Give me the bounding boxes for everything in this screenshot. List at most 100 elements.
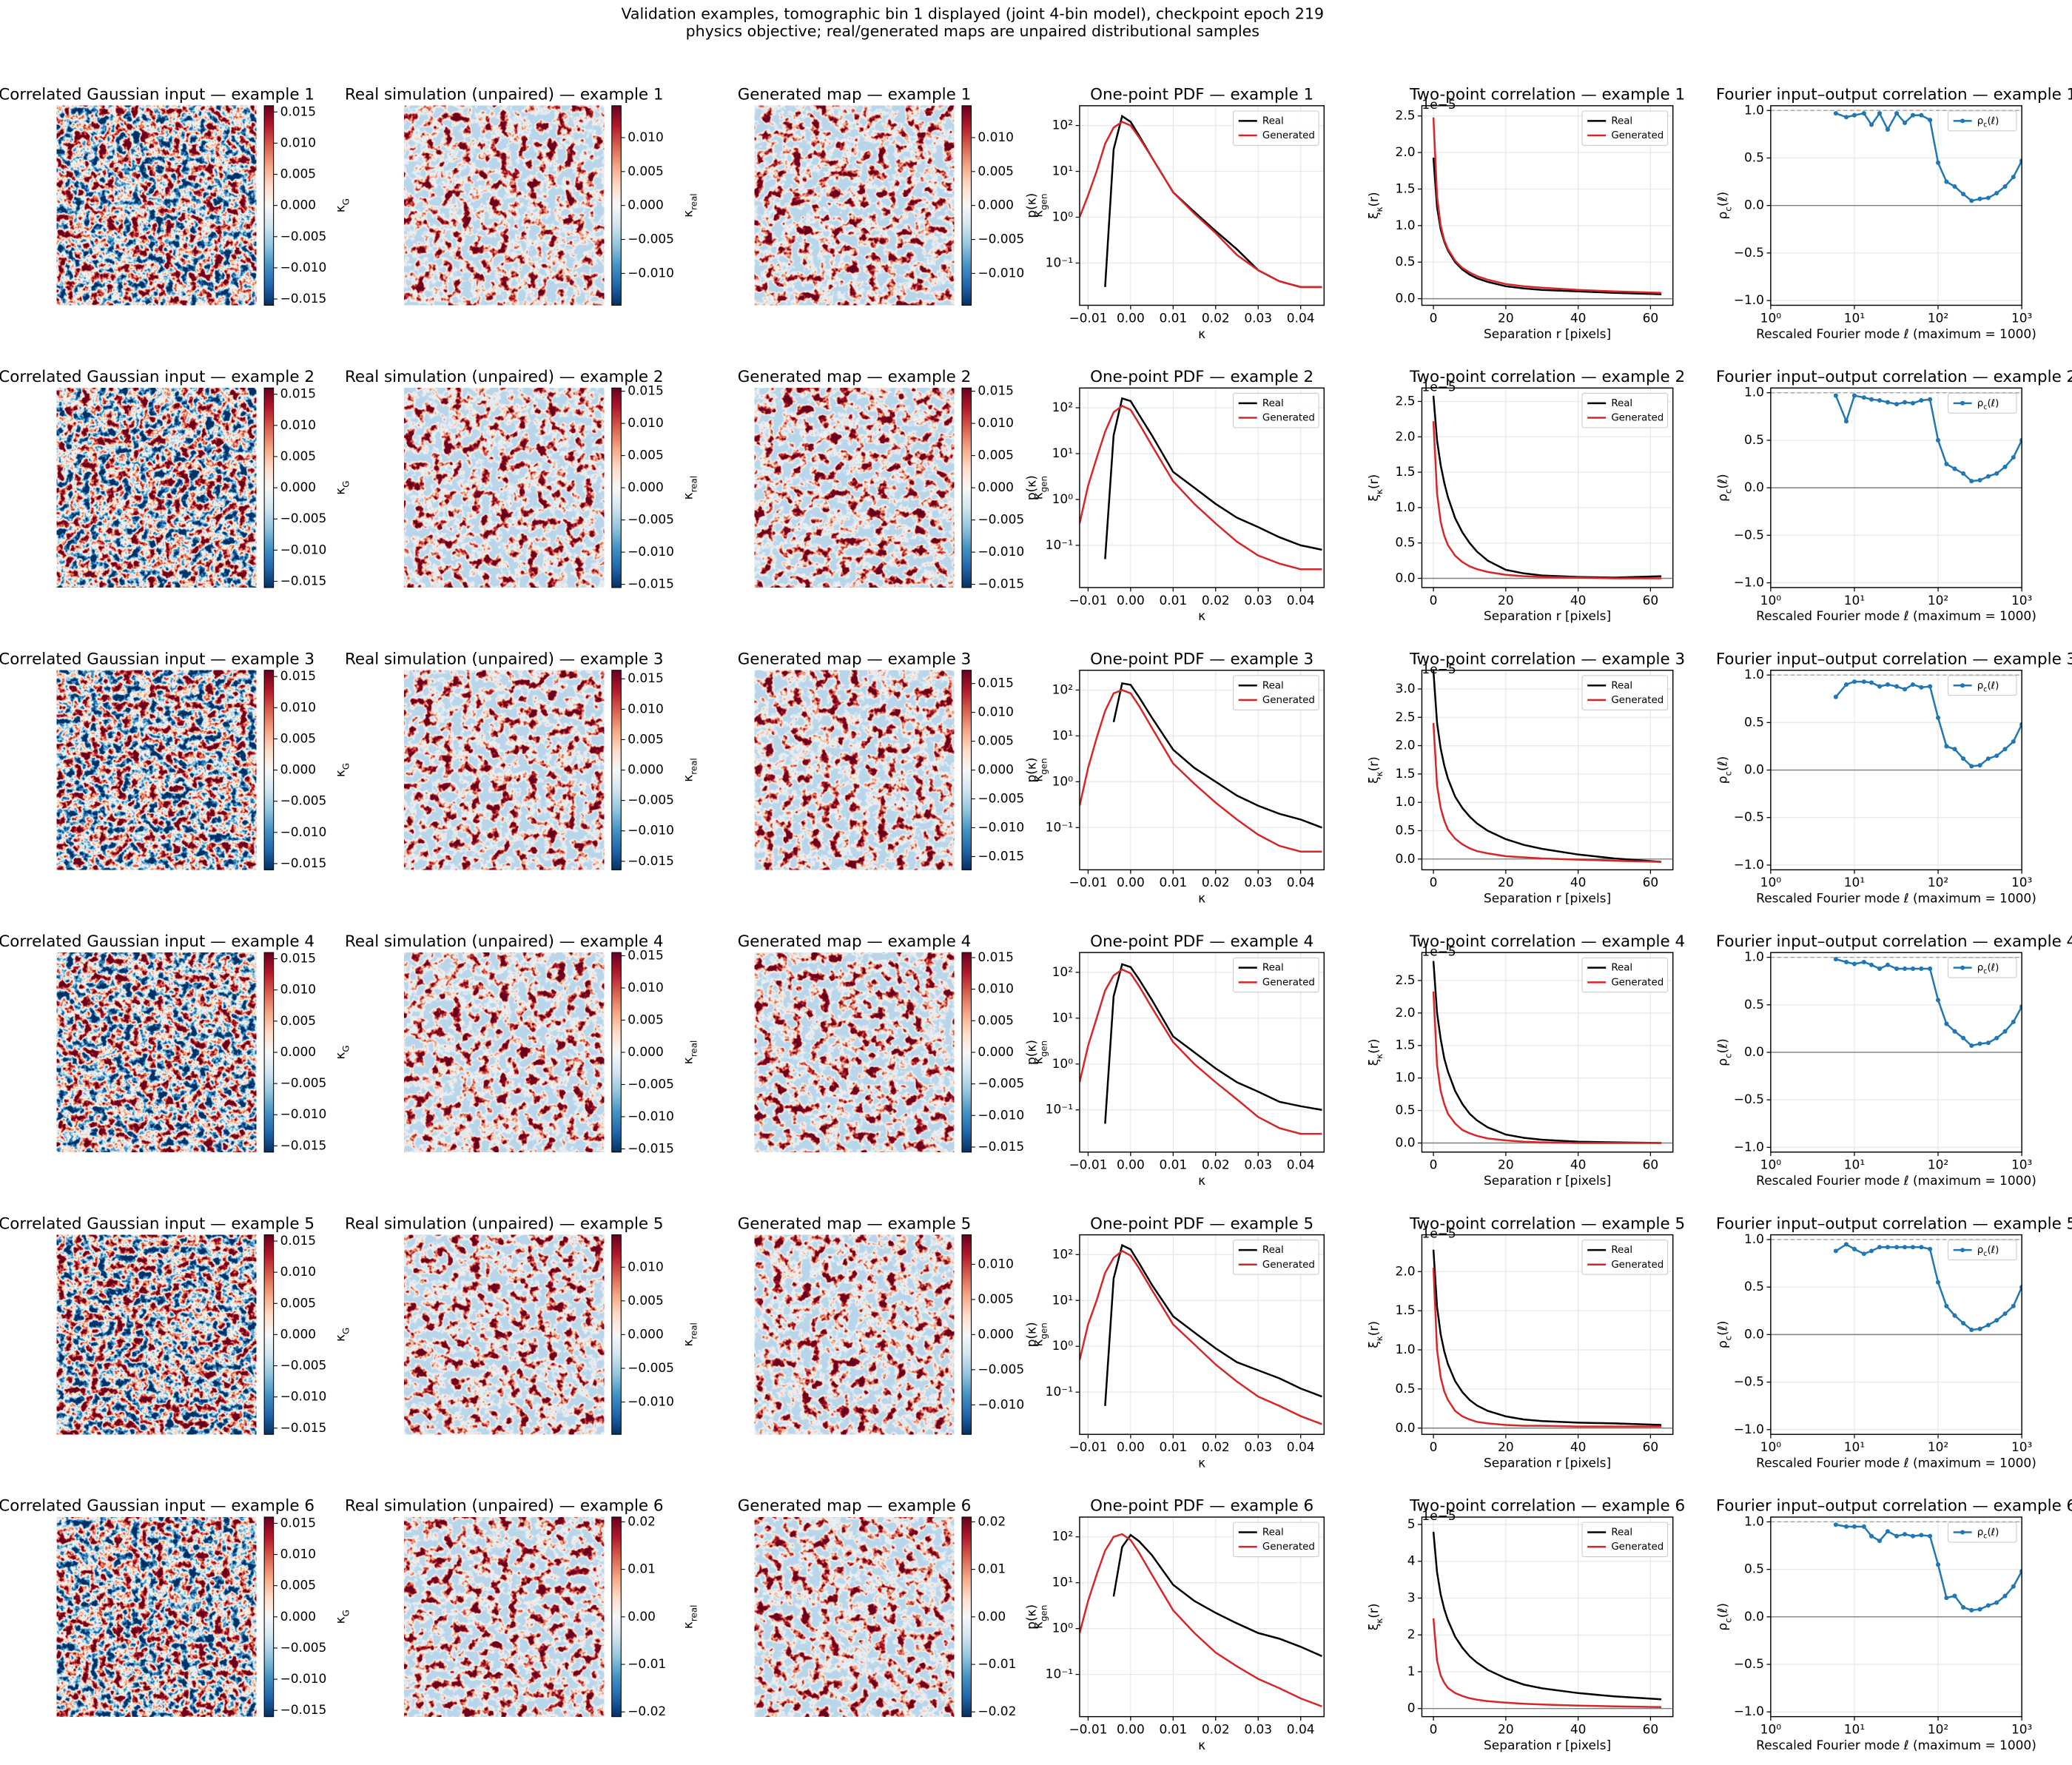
map-image [754, 1517, 955, 1717]
colorbar-tick-label: 0.000 [280, 480, 317, 494]
x-tick-label: −0.01 [1069, 1157, 1107, 1172]
legend-box [1233, 1240, 1319, 1275]
series-marker [1985, 1040, 1991, 1046]
y-tick-label: 0 [1407, 1701, 1416, 1715]
plot-area [1079, 1533, 1322, 1708]
series-marker [1851, 393, 1857, 398]
colorbar-tick-label: 0.000 [280, 1326, 317, 1341]
x-tick-label: 0.00 [1117, 1722, 1145, 1737]
x-tick-label: 10² [1928, 875, 1948, 890]
y-tick-label: 0.0 [1396, 851, 1416, 866]
y-tick-label: 3 [1407, 1590, 1416, 1604]
colorbar-tick-label: 0.000 [978, 480, 1014, 494]
map-image [404, 952, 605, 1152]
legend-box [1233, 957, 1319, 993]
legend-box [1233, 675, 1319, 710]
colorbar-tick-label: −0.010 [280, 260, 327, 275]
panel-title: Two-point correlation — example 4 [1409, 932, 1685, 951]
series-marker [1861, 679, 1866, 685]
axes-frame [1421, 670, 1674, 871]
legend-label: ρc(ℓ) [1977, 680, 1999, 693]
y-tick-label: 1.0 [1396, 794, 1416, 809]
colorbar-tick-label: −0.010 [628, 544, 674, 559]
y-tick-label: 10² [1052, 1529, 1073, 1544]
map-image [56, 1517, 257, 1717]
panel-title: Two-point correlation — example 5 [1409, 1214, 1685, 1233]
series-line [1079, 1249, 1322, 1425]
y-tick-label: 1.0 [1744, 667, 1764, 682]
legend-marker [1960, 1530, 1965, 1535]
axes-frame [1079, 1516, 1325, 1718]
series-line [1432, 1531, 1662, 1701]
colorbar-tick-label: 0.015 [978, 949, 1014, 964]
colorbar-tick-label: −0.005 [280, 793, 327, 808]
x-tick-label: 0.03 [1244, 1439, 1272, 1454]
colorbar-tick-label: −0.005 [628, 232, 674, 246]
x-tick-label: 0 [1430, 1439, 1438, 1454]
colorbar [263, 1516, 275, 1718]
colorbar-tick-label: 0.02 [628, 1513, 656, 1528]
series-line [1432, 961, 1662, 1144]
colorbar-tick-label: −0.010 [978, 1107, 1024, 1122]
x-tick-label: −0.01 [1069, 875, 1107, 890]
axes-frame [1079, 105, 1325, 306]
legend-label: Generated [1611, 412, 1664, 423]
x-tick-label: 10³ [2011, 1157, 2032, 1172]
series-marker [1969, 479, 1974, 484]
legend-marker [1960, 683, 1965, 688]
colorbar-tick-label: 0.00 [978, 1609, 1006, 1624]
x-tick-label: 40 [1570, 1439, 1587, 1454]
legend-marker [1960, 965, 1965, 970]
colorbar-tick-label: −0.005 [978, 1362, 1024, 1376]
panel-title: Correlated Gaussian input — example 2 [0, 368, 314, 386]
x-tick-label: 20 [1498, 1439, 1514, 1454]
x-tick-label: 10⁰ [1760, 310, 1782, 325]
colorbar-tick-label: 0.000 [978, 198, 1014, 212]
x-axis-label: Rescaled Fourier mode ℓ (maximum = 1000) [1756, 608, 2036, 623]
series-marker [1994, 1318, 1999, 1323]
x-tick-label: 20 [1498, 593, 1514, 608]
colorbar-tick-label: −0.015 [280, 574, 327, 588]
series-marker [1977, 1041, 1982, 1046]
colorbar-tick-label: 0.005 [280, 1578, 317, 1593]
y-tick-label: 0.0 [1396, 570, 1416, 585]
series-marker [1894, 402, 1900, 407]
y-tick-label: 10⁻¹ [1046, 1667, 1073, 1681]
x-tick-label: 10⁰ [1760, 1722, 1782, 1737]
colorbar-tick-label: 0.005 [978, 448, 1014, 463]
colorbar-tick-label: 0.015 [978, 383, 1014, 398]
colorbar-tick-label: −0.010 [628, 1393, 674, 1408]
panel-title: Fourier input–output correlation — examp… [1716, 650, 2072, 668]
y-tick-label: 10⁰ [1052, 491, 1074, 506]
y-tick-label: 10⁰ [1052, 209, 1074, 223]
x-tick-label: 0.03 [1244, 1722, 1272, 1737]
legend-label: ρc(ℓ) [1977, 115, 1999, 129]
series-marker [1928, 1246, 1933, 1251]
colorbar-tick-label: −0.010 [628, 823, 674, 838]
plot-area [1079, 682, 1322, 853]
series-marker [1944, 179, 1949, 184]
x-tick-label: −0.01 [1069, 1722, 1107, 1737]
x-tick-label: 10² [1928, 1157, 1948, 1172]
colorbar-tick-label: 0.005 [628, 164, 664, 178]
series-marker [1869, 680, 1874, 685]
panel-title: Generated map — example 3 [738, 650, 972, 668]
series-marker [2011, 1303, 2016, 1308]
series-marker [1944, 1596, 1949, 1601]
legend-label: Generated [1262, 977, 1315, 988]
series-marker [1928, 118, 1933, 123]
y-tick-label: 10¹ [1052, 1010, 1073, 1025]
colorbar-tick-label: 0.015 [628, 383, 664, 398]
x-tick-label: 0.04 [1287, 875, 1315, 890]
series-marker [2002, 464, 2008, 469]
colorbar-tick-label: 0.010 [628, 701, 664, 716]
series-marker [1928, 684, 1933, 689]
series-line [1432, 1618, 1662, 1708]
panel-title: Correlated Gaussian input — example 5 [0, 1214, 314, 1233]
x-tick-label: 0 [1430, 1722, 1438, 1737]
colorbar-tick-label: −0.005 [978, 791, 1024, 806]
y-tick-label: 2.5 [1396, 108, 1416, 123]
y-tick-label: 10⁻¹ [1046, 1102, 1073, 1117]
colorbar-tick-label: 0.010 [978, 705, 1014, 719]
series-marker [1903, 966, 1908, 972]
